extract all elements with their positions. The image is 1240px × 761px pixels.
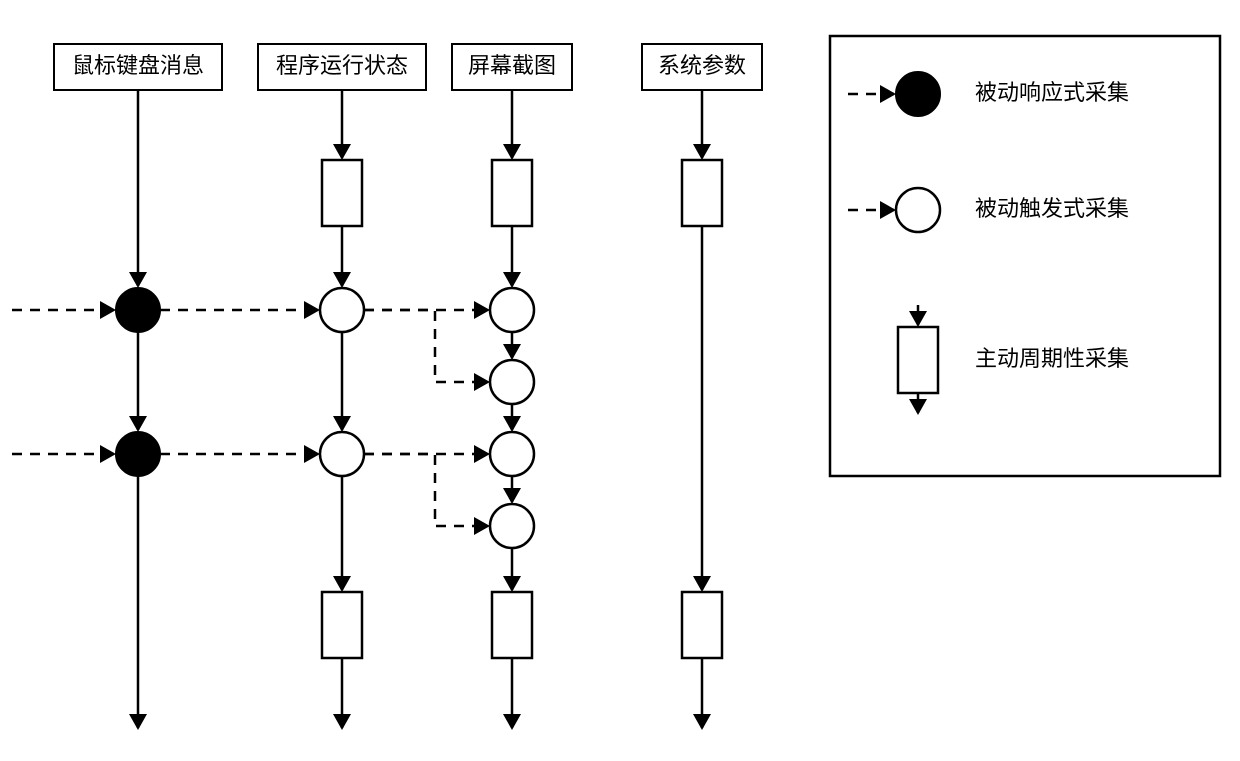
- flow-diagram: 鼠标键盘消息 程序运行状态 屏幕截图 系统参数被动响应式采集被动触发式采集主动周期性采…: [0, 0, 1240, 761]
- active-periodic-node: [682, 160, 722, 226]
- legend-label: 主动周期性采集: [975, 346, 1129, 371]
- column-header-label: 屏幕截图: [468, 53, 556, 78]
- passive-trigger-node: [320, 432, 364, 476]
- legend-label: 被动触发式采集: [975, 196, 1129, 221]
- passive-trigger-node: [490, 288, 534, 332]
- passive-trigger-node: [490, 504, 534, 548]
- passive-trigger-node: [490, 432, 534, 476]
- active-periodic-node: [322, 592, 362, 658]
- passive-trigger-node: [320, 288, 364, 332]
- passive-response-node: [116, 432, 160, 476]
- column-header-label: 鼠标键盘消息: [72, 53, 204, 78]
- active-periodic-node: [682, 592, 722, 658]
- passive-response-node: [116, 288, 160, 332]
- active-periodic-node: [492, 592, 532, 658]
- legend-label: 被动响应式采集: [975, 80, 1129, 105]
- passive-trigger-node: [896, 188, 940, 232]
- passive-response-node: [896, 72, 940, 116]
- column-header-label: 系统参数: [658, 53, 746, 78]
- passive-trigger-node: [490, 360, 534, 404]
- active-periodic-node: [898, 327, 938, 393]
- column-header-label: 程序运行状态: [276, 53, 408, 78]
- active-periodic-node: [492, 160, 532, 226]
- active-periodic-node: [322, 160, 362, 226]
